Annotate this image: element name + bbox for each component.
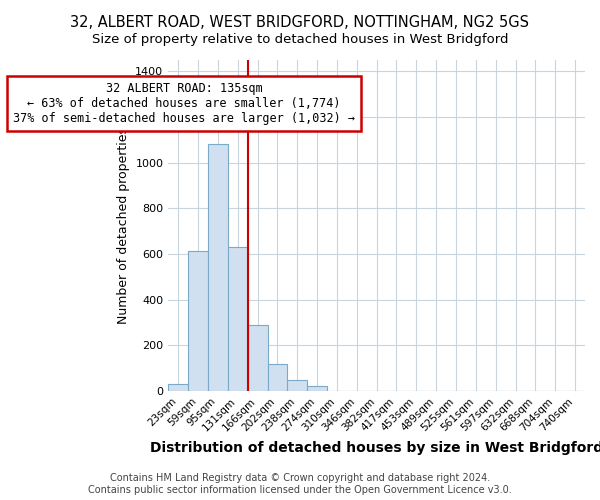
- Bar: [248, 325, 268, 391]
- Text: Contains HM Land Registry data © Crown copyright and database right 2024.
Contai: Contains HM Land Registry data © Crown c…: [88, 474, 512, 495]
- X-axis label: Distribution of detached houses by size in West Bridgford: Distribution of detached houses by size …: [150, 441, 600, 455]
- Bar: [287, 380, 307, 391]
- Bar: [168, 384, 188, 391]
- Y-axis label: Number of detached properties: Number of detached properties: [117, 127, 130, 324]
- Bar: [188, 251, 208, 391]
- Text: 32 ALBERT ROAD: 135sqm
← 63% of detached houses are smaller (1,774)
37% of semi-: 32 ALBERT ROAD: 135sqm ← 63% of detached…: [13, 82, 355, 124]
- Bar: [307, 386, 327, 391]
- Bar: [268, 364, 287, 391]
- Text: Size of property relative to detached houses in West Bridgford: Size of property relative to detached ho…: [92, 32, 508, 46]
- Text: 32, ALBERT ROAD, WEST BRIDGFORD, NOTTINGHAM, NG2 5GS: 32, ALBERT ROAD, WEST BRIDGFORD, NOTTING…: [71, 15, 530, 30]
- Bar: [208, 144, 228, 391]
- Bar: [228, 247, 248, 391]
